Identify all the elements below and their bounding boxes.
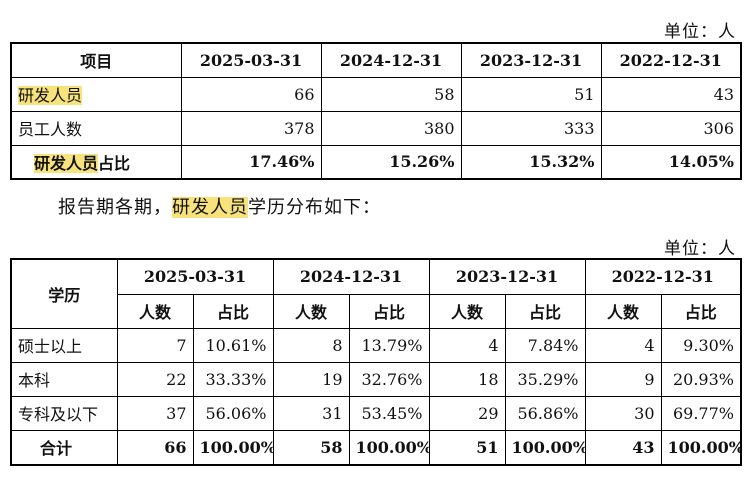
row-label-highlight: 研发人员 — [34, 153, 99, 173]
row-label: 专科及以下 — [10, 395, 118, 431]
row-label: 研发人员 — [18, 86, 83, 105]
value-cell: 14.05% — [600, 144, 742, 180]
value-cell: 306 — [600, 110, 742, 146]
header-cell: 2023-12-31 — [460, 42, 602, 78]
value-cell: 100.00% — [192, 429, 274, 466]
value-cell: 69.77% — [660, 395, 742, 431]
period-header: 2024-12-31 — [272, 258, 430, 295]
subheader-cell: 占比 — [192, 293, 274, 329]
table-row: 员工人数 378 380 333 306 — [10, 110, 742, 146]
value-cell: 51 — [460, 76, 602, 112]
value-cell: 9.30% — [660, 327, 742, 363]
value-cell: 43 — [584, 429, 662, 466]
header-cell: 学历 — [10, 258, 118, 329]
row-label: 员工人数 — [10, 110, 182, 146]
value-cell: 56.06% — [192, 395, 274, 431]
value-cell: 18 — [428, 361, 506, 397]
header-cell: 2024-12-31 — [320, 42, 462, 78]
value-cell: 30 — [584, 395, 662, 431]
table-header-row: 项目 2025-03-31 2024-12-31 2023-12-31 2022… — [10, 42, 742, 78]
value-cell: 19 — [272, 361, 350, 397]
value-cell: 378 — [180, 110, 322, 146]
value-cell: 13.79% — [348, 327, 430, 363]
row-label-suffix: 占比 — [98, 153, 131, 173]
row-label-cell: 研发人员 — [10, 76, 182, 112]
header-cell: 2025-03-31 — [180, 42, 322, 78]
subheader-cell: 占比 — [504, 293, 586, 329]
body-paragraph: 报告期各期，研发人员学历分布如下： — [58, 193, 381, 219]
period-header: 2022-12-31 — [584, 258, 742, 295]
subheader-cell: 人数 — [584, 293, 662, 329]
value-cell: 22 — [116, 361, 194, 397]
value-cell: 100.00% — [504, 429, 586, 466]
table-row: 本科 22 33.33% 19 32.76% 18 35.29% 9 20.93… — [10, 361, 742, 397]
subheader-cell: 占比 — [660, 293, 742, 329]
value-cell: 4 — [428, 327, 506, 363]
value-cell: 333 — [460, 110, 602, 146]
table-row: 研发人员 66 58 51 43 — [10, 76, 742, 112]
subheader-cell: 人数 — [428, 293, 506, 329]
value-cell: 15.26% — [320, 144, 462, 180]
value-cell: 17.46% — [180, 144, 322, 180]
value-cell: 56.86% — [504, 395, 586, 431]
value-cell: 100.00% — [660, 429, 742, 466]
value-cell: 29 — [428, 395, 506, 431]
header-cell: 2022-12-31 — [600, 42, 742, 78]
value-cell: 33.33% — [192, 361, 274, 397]
value-cell: 7.84% — [504, 327, 586, 363]
value-cell: 9 — [584, 361, 662, 397]
value-cell: 58 — [272, 429, 350, 466]
value-cell: 380 — [320, 110, 462, 146]
header-cell: 项目 — [10, 42, 182, 78]
value-cell: 35.29% — [504, 361, 586, 397]
value-cell: 31 — [272, 395, 350, 431]
subheader-cell: 人数 — [116, 293, 194, 329]
headcount-table: 项目 2025-03-31 2024-12-31 2023-12-31 2022… — [10, 42, 742, 180]
table-row: 研发人员占比 17.46% 15.26% 15.32% 14.05% — [10, 144, 742, 180]
table-row: 专科及以下 37 56.06% 31 53.45% 29 56.86% 30 6… — [10, 395, 742, 431]
value-cell: 100.00% — [348, 429, 430, 466]
education-table: 学历 2025-03-31 2024-12-31 2023-12-31 2022… — [10, 258, 742, 466]
subheader-cell: 人数 — [272, 293, 350, 329]
subheader-cell: 占比 — [348, 293, 430, 329]
table-total-row: 合计 66 100.00% 58 100.00% 51 100.00% 43 1… — [10, 429, 742, 466]
unit-label-1: 单位：人 — [664, 22, 736, 42]
value-cell: 7 — [116, 327, 194, 363]
period-header: 2025-03-31 — [116, 258, 274, 295]
value-cell: 51 — [428, 429, 506, 466]
table-header-row: 学历 2025-03-31 2024-12-31 2023-12-31 2022… — [10, 258, 742, 329]
value-cell: 37 — [116, 395, 194, 431]
value-cell: 66 — [180, 76, 322, 112]
unit-label-2: 单位：人 — [664, 239, 736, 259]
row-label: 合计 — [10, 429, 118, 466]
row-label: 硕士以上 — [10, 327, 118, 363]
paragraph-highlight: 研发人员 — [172, 197, 248, 218]
paragraph-text: 报告期各期， — [58, 197, 172, 218]
value-cell: 8 — [272, 327, 350, 363]
value-cell: 15.32% — [460, 144, 602, 180]
value-cell: 43 — [600, 76, 742, 112]
value-cell: 20.93% — [660, 361, 742, 397]
period-header: 2023-12-31 — [428, 258, 586, 295]
value-cell: 10.61% — [192, 327, 274, 363]
value-cell: 4 — [584, 327, 662, 363]
value-cell: 66 — [116, 429, 194, 466]
table-subheader-row: 人数 占比 人数 占比 人数 占比 人数 占比 — [11, 293, 742, 329]
value-cell: 32.76% — [348, 361, 430, 397]
value-cell: 58 — [320, 76, 462, 112]
table-row: 硕士以上 7 10.61% 8 13.79% 4 7.84% 4 9.30% — [10, 327, 742, 363]
row-label: 本科 — [10, 361, 118, 397]
row-label-cell: 研发人员占比 — [10, 144, 182, 180]
value-cell: 53.45% — [348, 395, 430, 431]
paragraph-text: 学历分布如下： — [248, 197, 381, 218]
